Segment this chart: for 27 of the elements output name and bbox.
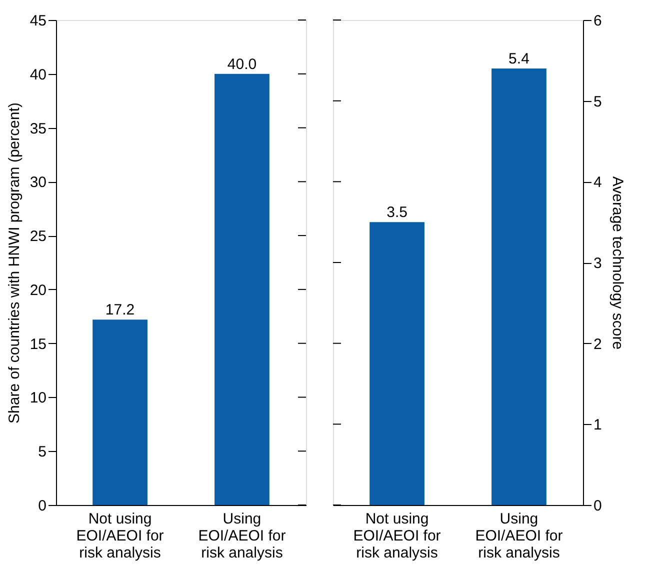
y-tick-label: 20 (30, 282, 46, 299)
y-tick-label: 25 (30, 228, 46, 246)
y2-tick-label: 5 (594, 93, 602, 110)
x-tick-label: Using EOI/AEOI for risk analysis (198, 510, 286, 562)
x-tick-label: Using EOI/AEOI for risk analysis (475, 510, 563, 562)
y-tick-label: 15 (30, 336, 46, 353)
x-tick-label: Not using EOI/AEOI for risk analysis (353, 510, 441, 562)
y-tick-label: 35 (30, 120, 46, 138)
y-tick-label: 5 (38, 444, 46, 461)
y2-tick-label: 2 (594, 336, 602, 353)
y2-tick-label: 0 (594, 498, 602, 514)
data-label: 5.4 (508, 50, 530, 68)
y-tick-label: 30 (30, 174, 46, 192)
y-tick-label: 45 (30, 12, 46, 30)
y2-tick-label: 1 (594, 416, 602, 434)
y2-tick-label: 6 (594, 12, 602, 30)
y2-tick-label: 3 (594, 255, 602, 272)
y-tick-label: 0 (38, 498, 46, 514)
y-axis-title: Share of countries with HNWI program (percent) (6, 102, 23, 424)
y-tick-label: 40 (30, 66, 46, 84)
y-tick-label: 10 (30, 390, 46, 407)
y2-tick-label: 4 (594, 174, 602, 192)
data-label: 40.0 (227, 56, 257, 73)
data-label: 17.2 (105, 302, 135, 319)
y2-axis-title: Average technology score (608, 176, 626, 350)
x-tick-label: Not using EOI/AEOI for risk analysis (76, 510, 164, 562)
data-label: 3.5 (386, 204, 408, 222)
